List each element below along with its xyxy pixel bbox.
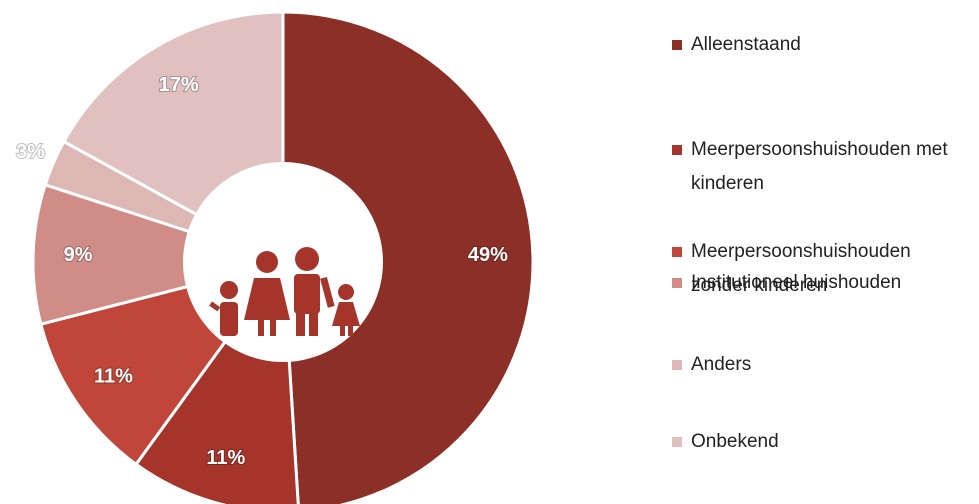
- legend-label: Meerpersoonshuishouden met kinderen: [691, 139, 948, 194]
- legend-label: Meerpersoonshuishouden zonder kinderen: [691, 241, 911, 296]
- legend-label: Institutioneel huishouden: [691, 272, 902, 293]
- legend-swatch: [672, 437, 682, 447]
- data-label: 17%: [159, 74, 199, 96]
- slice: [281, 10, 535, 504]
- data-labels: 49% 11% 11% 9% 3% 17%: [15, 73, 509, 470]
- legend-swatch: [672, 145, 682, 155]
- data-label: 3%: [16, 141, 45, 163]
- legend-item: Institutioneel huishouden: [672, 266, 972, 300]
- legend-item: Meerpersoonshuishouden met kinderen: [672, 133, 972, 201]
- data-label: 49%: [468, 244, 508, 266]
- legend-item: Onbekend: [672, 425, 972, 459]
- legend-swatch: [672, 40, 682, 50]
- legend-label: Onbekend: [691, 431, 779, 452]
- legend-swatch: [672, 247, 682, 257]
- legend-label: Anders: [691, 354, 752, 375]
- legend-swatch: [672, 360, 682, 370]
- legend-swatch: [672, 278, 682, 288]
- legend-item: Anders: [672, 348, 972, 382]
- data-label: 11%: [206, 447, 245, 469]
- legend-label: Alleenstaand: [691, 34, 801, 55]
- family-icon: [209, 247, 360, 336]
- slice: [31, 182, 289, 326]
- legend-item: Meerpersoonshuishouden zonder kinderen: [672, 235, 972, 303]
- legend-item: Alleenstaand: [672, 28, 972, 62]
- data-label: 9%: [64, 244, 93, 266]
- data-label: 11%: [94, 366, 133, 388]
